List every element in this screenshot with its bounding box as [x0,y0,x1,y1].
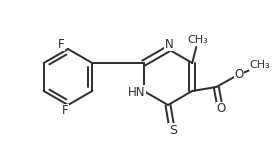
Text: CH₃: CH₃ [188,35,209,45]
Text: CH₃: CH₃ [250,60,271,70]
Text: O: O [235,67,244,81]
Text: S: S [169,124,177,136]
Text: F: F [58,38,64,51]
Text: N: N [165,38,173,51]
Text: O: O [217,103,226,116]
Text: HN: HN [128,85,145,99]
Text: F: F [62,105,68,118]
